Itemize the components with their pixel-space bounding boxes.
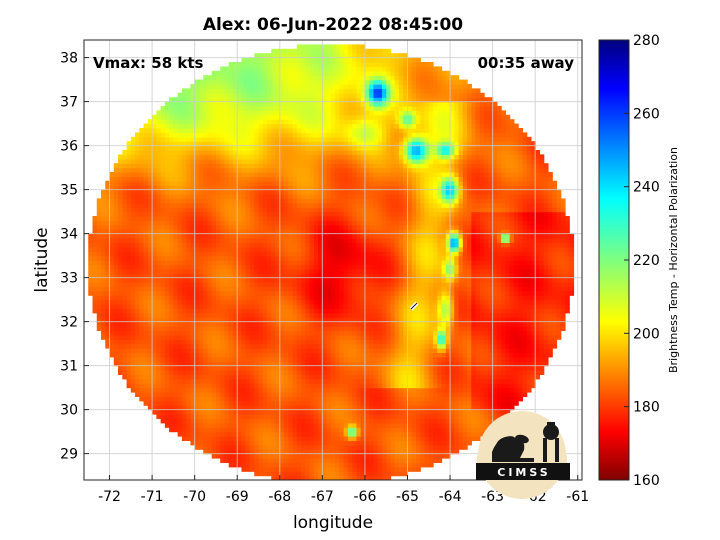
y-tick-label: 36: [60, 139, 78, 155]
x-tick-label: -71: [141, 489, 164, 505]
swath-image: [88, 44, 575, 480]
x-tick-label: -70: [183, 489, 206, 505]
colorbar-tick-label: 240: [633, 180, 660, 196]
vmax-annotation: Vmax: 58 kts: [93, 54, 203, 72]
x-tick-label: -63: [481, 489, 504, 505]
colorbar-tick-label: 280: [633, 33, 660, 49]
colorbar-label: Brightness Temp - Horizontal Polarizatio…: [667, 147, 680, 373]
x-tick-label: -67: [311, 489, 334, 505]
chart-title: Alex: 06-Jun-2022 08:45:00: [203, 15, 463, 35]
x-tick-label: -69: [226, 489, 249, 505]
x-axis-ticks: -72 -71 -70 -69 -68 -67 -66 -65 -64 -63 -62 -61: [98, 475, 589, 505]
time-offset-annotation: 00:35 away: [478, 54, 575, 72]
y-tick-label: 37: [60, 95, 78, 111]
y-tick-label: 32: [60, 315, 78, 331]
logo-text: CIMSS: [497, 466, 550, 479]
x-tick-label: -68: [268, 489, 291, 505]
x-tick-label: -66: [353, 489, 376, 505]
y-tick-label: 30: [60, 403, 78, 419]
x-tick-label: -65: [396, 489, 419, 505]
colorbar-tick-label: 260: [633, 106, 660, 122]
colorbar-tick-label: 180: [633, 400, 660, 416]
storm-marker-outline: [410, 302, 418, 310]
colorbar-tick-label: 220: [633, 253, 660, 269]
y-tick-label: 33: [60, 271, 78, 287]
x-tick-label: -61: [566, 489, 589, 505]
y-tick-label: 34: [60, 227, 78, 243]
y-tick-label: 31: [60, 359, 78, 375]
y-tick-label: 38: [60, 51, 78, 67]
colorbar-tick-label: 200: [633, 326, 660, 342]
colorbar-tick-label: 160: [633, 473, 660, 489]
y-axis-ticks: 29 30 31 32 33 34 35 36 37 38: [60, 51, 89, 463]
plot-frame: [83, 39, 583, 481]
x-tick-label: -72: [98, 489, 121, 505]
x-tick-label: -64: [439, 489, 462, 505]
y-tick-label: 29: [60, 447, 78, 463]
colorbar-ticks: 160 180 200 220 240 260 280: [624, 33, 660, 489]
cimss-logo: CIMSS: [476, 411, 570, 499]
y-tick-label: 35: [60, 183, 78, 199]
y-axis-label: latitude: [32, 227, 52, 292]
x-axis-label: longitude: [293, 513, 373, 533]
